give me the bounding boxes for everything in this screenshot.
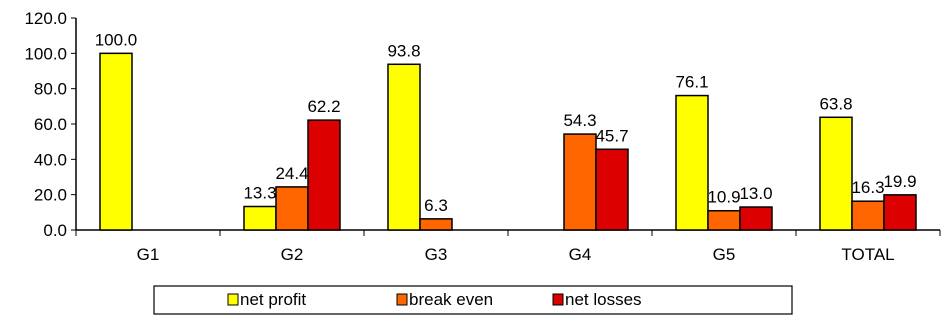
data-label: 6.3 bbox=[424, 196, 448, 215]
bar-break-even-g3 bbox=[419, 218, 453, 231]
bar-net-profit-g2 bbox=[243, 205, 277, 231]
y-tick-label: 20.0 bbox=[34, 186, 67, 205]
x-tick-label: G4 bbox=[569, 245, 592, 264]
x-tick-label: TOTAL bbox=[841, 245, 894, 264]
data-label: 19.9 bbox=[883, 172, 916, 191]
data-label: 45.7 bbox=[595, 126, 628, 145]
bars-layer bbox=[99, 52, 917, 231]
data-label: 76.1 bbox=[675, 73, 708, 92]
legend-swatch bbox=[552, 293, 564, 306]
x-tick-label: G5 bbox=[713, 245, 736, 264]
bar-break-even-g2 bbox=[275, 186, 309, 231]
x-tick-label: G3 bbox=[425, 245, 448, 264]
bar-net-losses-g4 bbox=[595, 148, 629, 231]
legend-label: break even bbox=[409, 290, 493, 309]
y-tick-label: 60.0 bbox=[34, 115, 67, 134]
bar-net-losses-g5 bbox=[739, 206, 773, 231]
bar-net-profit-g3 bbox=[387, 63, 421, 231]
x-tick-label: G1 bbox=[137, 245, 160, 264]
bar-net-profit-g1 bbox=[99, 52, 133, 231]
data-label: 93.8 bbox=[387, 41, 420, 60]
legend-label: net profit bbox=[240, 290, 306, 309]
y-tick-label: 40.0 bbox=[34, 150, 67, 169]
bar-net-profit-g5 bbox=[675, 94, 709, 231]
y-tick-label: 120.0 bbox=[24, 9, 67, 28]
bar-break-even-g4 bbox=[563, 133, 597, 231]
x-tick-label: G2 bbox=[281, 245, 304, 264]
data-label: 16.3 bbox=[851, 178, 884, 197]
data-label: 24.4 bbox=[275, 164, 308, 183]
bar-net-losses-g2 bbox=[307, 119, 341, 231]
data-label: 10.9 bbox=[707, 188, 740, 207]
axes-layer: 0.0 20.0 40.0 60.0 80.0 100.0 120.0 G1 G2 G3 G4 G5 T… bbox=[24, 9, 941, 264]
data-label: 54.3 bbox=[563, 111, 596, 130]
y-tick-label: 0.0 bbox=[43, 221, 67, 240]
data-label: 13.3 bbox=[243, 184, 276, 203]
data-label: 13.0 bbox=[739, 184, 772, 203]
legend-label: net losses bbox=[565, 290, 642, 309]
legend: net profit break even net losses bbox=[153, 285, 793, 315]
bar-break-even-g5 bbox=[707, 209, 741, 231]
data-labels-layer: 100.0 13.324.4 62.2 93.8 6.3 54.345.7 76.1 10.9… bbox=[95, 30, 917, 215]
legend-box bbox=[153, 285, 793, 315]
data-label: 63.8 bbox=[819, 94, 852, 113]
data-label: 100.0 bbox=[95, 30, 138, 49]
legend-swatch bbox=[396, 293, 408, 306]
bar-net-profit-total bbox=[819, 116, 853, 231]
y-tick-label: 80.0 bbox=[34, 80, 67, 99]
bar-net-losses-total bbox=[883, 194, 917, 231]
data-label: 62.2 bbox=[307, 97, 340, 116]
y-tick-label: 100.0 bbox=[24, 44, 67, 63]
bar-break-even-total bbox=[851, 200, 885, 231]
legend-swatch bbox=[227, 293, 239, 306]
